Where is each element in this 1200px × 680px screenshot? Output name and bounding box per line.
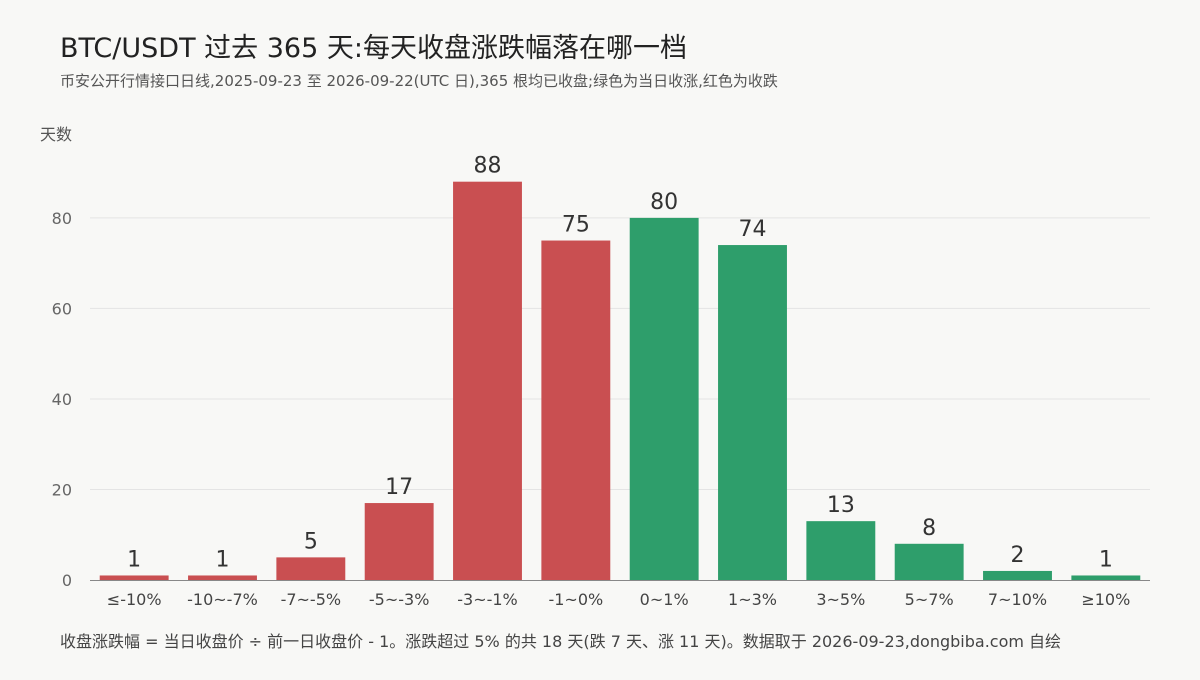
value-label: 74 — [739, 217, 767, 242]
chart-subtitle: 币安公开行情接口日线,2025-09-23 至 2026-09-22(UTC 日… — [60, 72, 778, 90]
x-tick-label: 0~1% — [640, 590, 689, 609]
bar-2 — [276, 557, 346, 580]
x-tick-label: ≥10% — [1081, 590, 1130, 609]
x-tick-label: -10~-7% — [187, 590, 258, 609]
y-tick-label: 80 — [52, 209, 72, 228]
bar-6 — [629, 217, 699, 581]
x-tick-label: 3~5% — [816, 590, 865, 609]
y-tick-label: 40 — [52, 390, 72, 409]
value-label: 75 — [562, 213, 590, 238]
x-tick-label: 1~3% — [728, 590, 777, 609]
x-tick-label: -5~-3% — [369, 590, 430, 609]
label-layer: 0204060801≤-10%1-10~-7%5-7~-5%17-5~-3%88… — [52, 154, 1131, 609]
bar-7 — [718, 245, 787, 581]
bar-9 — [894, 543, 964, 580]
bar-4 — [453, 181, 522, 580]
grid-layer — [90, 217, 1150, 581]
bar-layer — [99, 181, 1141, 581]
chart-footer: 收盘涨跌幅 = 当日收盘价 ÷ 前一日收盘价 - 1。涨跌超过 5% 的共 18… — [60, 632, 1062, 651]
y-tick-label: 0 — [62, 571, 72, 590]
value-label: 1 — [216, 547, 230, 572]
x-tick-label: -1~0% — [548, 590, 603, 609]
bar-0 — [99, 575, 169, 580]
chart-title: BTC/USDT 过去 365 天:每天收盘涨跌幅落在哪一档 — [60, 33, 687, 64]
x-tick-label: -7~-5% — [281, 590, 342, 609]
value-label: 1 — [1099, 547, 1113, 572]
y-axis-title: 天数 — [40, 125, 72, 144]
x-tick-label: 5~7% — [905, 590, 954, 609]
y-tick-label: 60 — [52, 299, 72, 318]
value-label: 88 — [474, 154, 502, 179]
value-label: 8 — [922, 516, 936, 541]
bar-10 — [983, 570, 1052, 580]
value-label: 80 — [650, 190, 678, 215]
value-label: 2 — [1011, 543, 1025, 568]
x-tick-label: 7~10% — [988, 590, 1047, 609]
value-label: 17 — [385, 475, 413, 500]
bar-1 — [188, 575, 257, 580]
bar-5 — [541, 240, 611, 581]
bar-8 — [806, 521, 876, 580]
value-label: 13 — [827, 493, 855, 518]
x-tick-label: ≤-10% — [107, 590, 162, 609]
x-tick-label: -3~-1% — [457, 590, 518, 609]
bar-11 — [1071, 575, 1141, 580]
y-tick-label: 20 — [52, 480, 72, 499]
value-label: 5 — [304, 529, 318, 554]
value-label: 1 — [127, 547, 141, 572]
bar-3 — [364, 503, 434, 580]
